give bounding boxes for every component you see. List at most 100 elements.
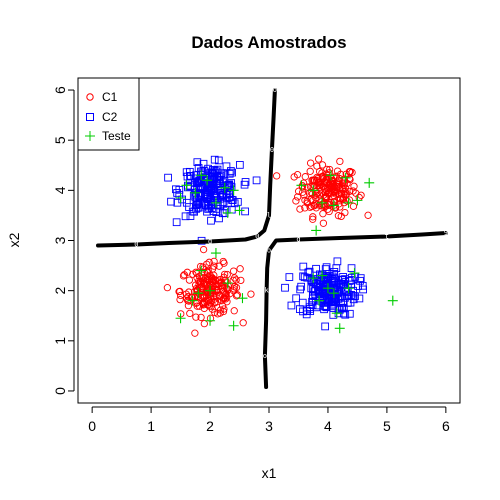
c1-point [180,271,188,279]
c2-point [358,281,367,290]
c2-point [330,274,339,282]
c2-point [356,276,364,285]
c2-point [234,198,242,206]
boundary-marker: o [267,247,271,255]
c1-point [232,276,240,284]
c2-point [292,294,301,303]
c1-point [222,284,231,292]
c2-point [210,174,219,183]
boundary-line [262,231,448,389]
y-tick-label: 1 [52,337,68,345]
teste-point [364,177,375,188]
c1-point [176,291,185,300]
c2-point [296,305,304,313]
c2-point [330,267,339,276]
c2-point [236,161,244,169]
c2-point [201,190,209,198]
teste-point [314,295,325,306]
legend-c2-label: C2 [102,110,118,124]
c2-point [355,294,364,303]
c2-point [285,273,294,281]
teste-point [202,175,213,186]
c2-point [305,267,314,276]
c1-point [315,178,323,187]
c2-point [223,181,232,190]
c2-point [312,279,320,288]
c2-point [212,179,221,188]
c2-point [328,297,337,306]
c1-point [210,262,218,270]
y-axis-label: x2 [6,232,22,247]
c1-point [182,290,190,298]
c1-point [326,178,334,187]
c1-point [319,219,328,227]
c1-point [309,215,317,223]
c1-point [199,245,208,254]
c2-point [241,178,250,186]
teste-point [222,278,233,289]
boundary-marker: 0 [270,146,274,154]
teste-point [387,295,398,306]
boundary-marker: o [273,86,277,94]
teste-point [196,170,207,181]
teste-point [317,270,328,281]
c2-point [186,172,194,180]
x-tick-label: 2 [206,418,214,434]
c1-point [230,307,238,315]
c1-point [296,205,304,213]
c1-point [207,292,215,301]
c1-point [222,295,230,303]
c2-point [201,199,209,208]
c1-point [314,155,323,163]
c2-point [341,278,350,286]
c2-point [199,159,208,168]
y-tick-label: 4 [52,186,68,194]
c2-point [298,298,307,307]
c1-point [318,161,327,169]
c2-point [164,173,172,182]
c2-point [341,310,350,319]
c1-point [205,297,213,305]
boundary-marker: k [265,287,270,295]
x-tick-label: 1 [147,418,155,434]
c2-point [225,169,234,178]
c2-point [210,155,219,164]
c2-point [193,200,202,209]
c2-point [299,262,308,271]
c1-point [322,193,331,202]
c1-point [163,284,172,292]
teste-point [352,195,363,206]
c1-point [340,193,348,202]
c1-point [219,307,228,316]
c2-point [216,201,225,210]
c1-point [185,276,194,284]
c1-point [208,305,216,313]
c1-point [334,212,343,220]
c1-point [200,319,208,328]
c1-point [309,176,317,184]
c2-point [347,264,356,272]
boundary-marker: 0 [255,232,259,240]
c1-point [319,210,327,218]
teste-point [317,197,328,208]
legend: C1 C2 Teste [77,77,140,151]
x-tick-label: 5 [383,418,391,434]
c1-point [333,180,341,188]
c1-point [290,173,298,181]
teste-point [343,197,354,208]
c1-point [237,276,245,285]
y-tick-label: 0 [52,387,68,395]
c1-point [210,257,218,266]
teste-point [228,185,239,196]
c1-point [349,202,358,210]
boundary-line [96,88,277,248]
c1-point [303,199,312,207]
c2-point [319,282,328,290]
c1-point [199,276,208,285]
c2-point [186,212,195,220]
c1-point [294,187,303,195]
c2-point [299,272,307,281]
c1-point [314,182,322,190]
c2-point [252,176,261,185]
teste-point [331,308,342,319]
